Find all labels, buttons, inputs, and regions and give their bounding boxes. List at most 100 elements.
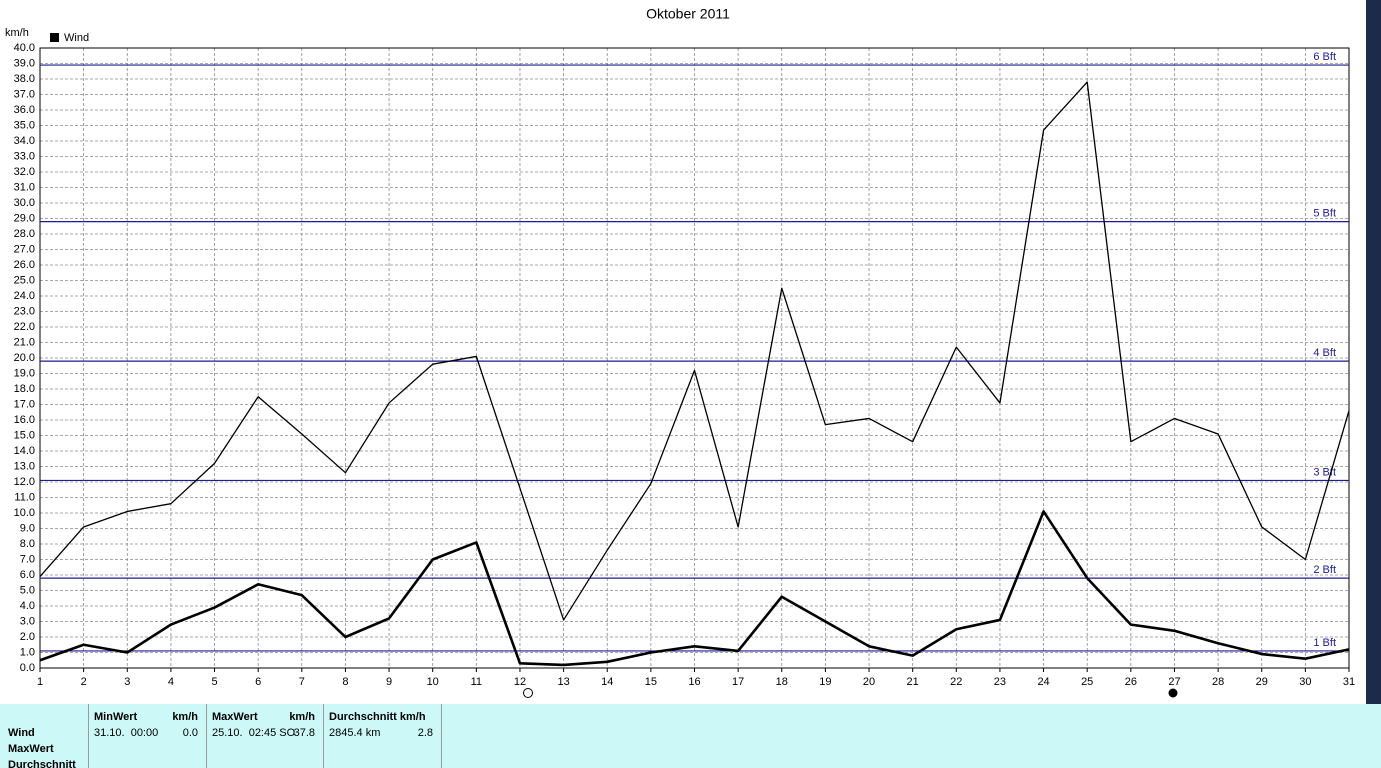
y-tick-label: 27.0 xyxy=(14,243,35,255)
cell-text: 31.10. 00:00 xyxy=(94,727,159,739)
y-tick-label: 33.0 xyxy=(14,150,35,162)
x-tick-label: 5 xyxy=(211,676,217,688)
y-tick-label: 40.0 xyxy=(14,42,35,54)
y-tick-label: 38.0 xyxy=(14,73,35,85)
y-tick-label: 3.0 xyxy=(20,615,35,627)
legend-label: Wind xyxy=(64,32,89,44)
row-label: MaxWert xyxy=(8,743,54,755)
x-tick-label: 29 xyxy=(1256,676,1268,688)
legend-swatch xyxy=(50,33,59,42)
y-tick-label: 18.0 xyxy=(14,383,35,395)
y-tick-label: 29.0 xyxy=(14,212,35,224)
cell-value: 2.8 xyxy=(417,727,433,739)
x-tick-label: 27 xyxy=(1168,676,1180,688)
y-tick-label: 13.0 xyxy=(14,460,35,472)
y-tick-label: 26.0 xyxy=(14,259,35,271)
x-tick-label: 26 xyxy=(1125,676,1137,688)
x-tick-label: 3 xyxy=(124,676,130,688)
x-tick-label: 31 xyxy=(1343,676,1355,688)
y-tick-label: 28.0 xyxy=(14,228,35,240)
x-tick-label: 24 xyxy=(1037,676,1049,688)
y-tick-label: 14.0 xyxy=(14,445,35,457)
column-header: Durchschnitt km/h xyxy=(329,711,426,723)
y-tick-label: 2.0 xyxy=(20,631,35,643)
x-tick-label: 22 xyxy=(950,676,962,688)
x-tick-label: 6 xyxy=(255,676,261,688)
plot-frame xyxy=(39,47,1350,669)
reference-label: 6 Bft xyxy=(1313,51,1336,63)
x-tick-label: 9 xyxy=(386,676,392,688)
data-line xyxy=(39,510,1350,667)
x-tick-label: 11 xyxy=(471,676,482,688)
x-tick-label: 7 xyxy=(299,676,305,688)
x-tick-label: 16 xyxy=(688,676,700,688)
y-tick-label: 24.0 xyxy=(14,290,35,302)
column-header: MaxWert xyxy=(212,711,258,723)
y-tick-label: 20.0 xyxy=(14,352,35,364)
y-tick-label: 34.0 xyxy=(14,135,35,147)
y-axis-label: km/h xyxy=(5,27,29,39)
cell-text: 2845.4 km xyxy=(329,727,381,739)
stats-panel: Wind MaxWert Durchschnitt MinWert km/h 31.10.… xyxy=(0,704,1381,768)
x-tick-label: 19 xyxy=(819,676,831,688)
y-tick-label: 1.0 xyxy=(20,646,35,658)
y-tick-label: 36.0 xyxy=(14,104,35,116)
x-tick-label: 23 xyxy=(994,676,1006,688)
y-tick-label: 0.0 xyxy=(20,662,35,674)
y-tick-label: 10.0 xyxy=(14,507,35,519)
x-tick-label: 4 xyxy=(168,676,174,688)
x-tick-label: 8 xyxy=(342,676,348,688)
x-tick-label: 14 xyxy=(601,676,613,688)
y-tick-label: 35.0 xyxy=(14,119,35,131)
separator xyxy=(441,704,442,768)
x-tick-label: 15 xyxy=(645,676,657,688)
y-tick-label: 39.0 xyxy=(14,57,35,69)
x-tick-label: 13 xyxy=(557,676,569,688)
row-label: Durchschnitt xyxy=(8,759,76,768)
cell-value: 37.8 xyxy=(293,727,315,739)
row-label: Wind xyxy=(8,727,35,739)
column-header: MinWert xyxy=(94,711,138,723)
reference-label: 4 Bft xyxy=(1313,347,1336,359)
reference-label: 2 Bft xyxy=(1313,564,1336,576)
x-tick-label: 25 xyxy=(1081,676,1093,688)
y-tick-label: 9.0 xyxy=(20,522,35,534)
x-tick-label: 17 xyxy=(732,676,744,688)
y-tick-label: 7.0 xyxy=(20,553,35,565)
y-tick-label: 21.0 xyxy=(14,336,35,348)
column-unit: km/h xyxy=(172,711,198,723)
y-tick-label: 17.0 xyxy=(14,398,35,410)
y-tick-label: 11.0 xyxy=(14,491,35,503)
x-tick-label: 28 xyxy=(1212,676,1224,688)
y-tick-label: 37.0 xyxy=(14,88,35,100)
moon-full xyxy=(523,688,533,698)
y-tick-label: 32.0 xyxy=(14,166,35,178)
x-tick-label: 18 xyxy=(776,676,788,688)
y-tick-label: 8.0 xyxy=(20,538,35,550)
y-tick-label: 22.0 xyxy=(14,321,35,333)
data-line xyxy=(39,81,1350,621)
moon-new xyxy=(1168,688,1178,698)
x-tick-label: 2 xyxy=(81,676,87,688)
y-tick-label: 19.0 xyxy=(14,367,35,379)
x-tick-label: 12 xyxy=(514,676,526,688)
y-tick-label: 25.0 xyxy=(14,274,35,286)
y-tick-label: 30.0 xyxy=(14,197,35,209)
y-tick-label: 16.0 xyxy=(14,414,35,426)
reference-label: 5 Bft xyxy=(1313,208,1336,220)
x-tick-label: 20 xyxy=(863,676,875,688)
chart: Oktober 2011 km/h Wind 0.0 1.0 2.0 3.0 4.0 5.… xyxy=(5,0,1381,704)
x-tick-label: 30 xyxy=(1299,676,1311,688)
y-tick-label: 23.0 xyxy=(14,305,35,317)
cell-value: 0.0 xyxy=(182,727,198,739)
x-tick-label: 10 xyxy=(427,676,439,688)
y-tick-label: 12.0 xyxy=(14,476,35,488)
cell-text: 25.10. 02:45 SO xyxy=(212,727,296,739)
separator xyxy=(88,704,89,768)
reference-label: 1 Bft xyxy=(1313,637,1336,649)
column-unit: km/h xyxy=(289,711,315,723)
x-tick-label: 21 xyxy=(907,676,919,688)
x-tick-label: 1 xyxy=(37,676,43,688)
y-tick-label: 4.0 xyxy=(20,600,35,612)
